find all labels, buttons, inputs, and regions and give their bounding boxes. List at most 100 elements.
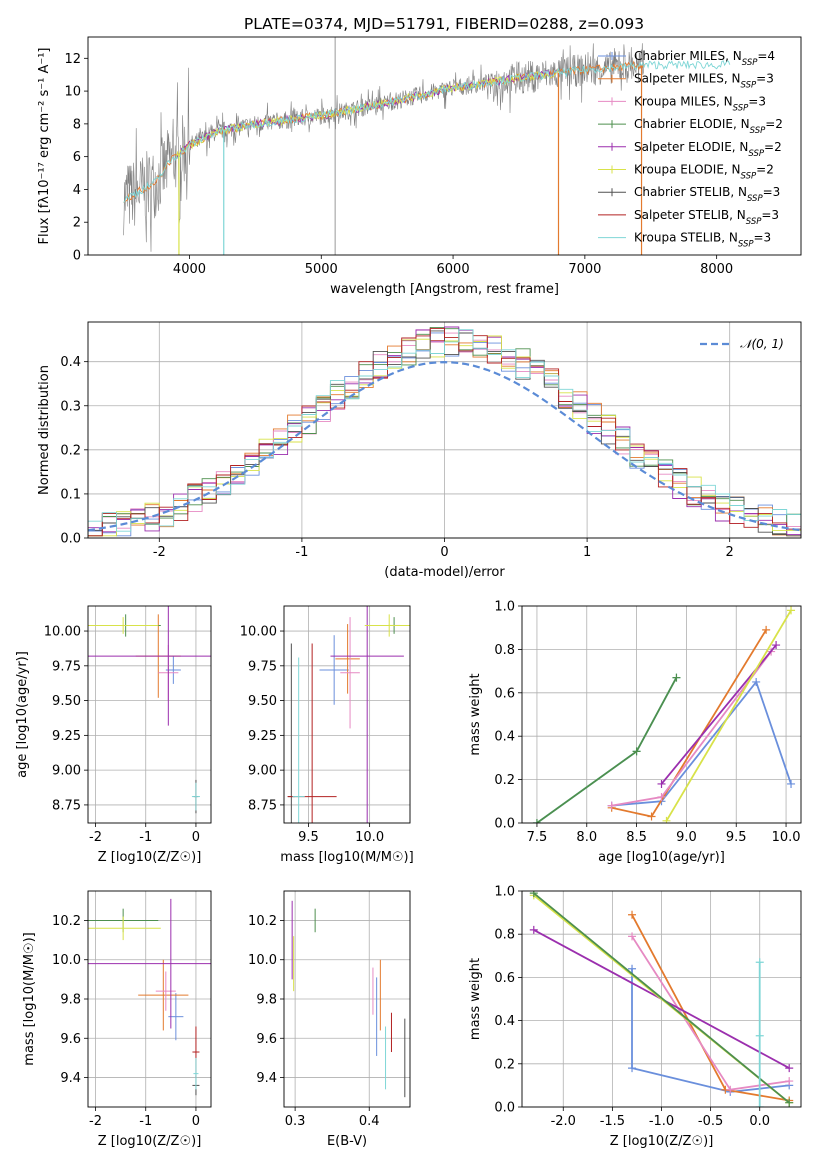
- y-tick-label: 10.00: [240, 625, 277, 640]
- x-tick-label: 10.0: [772, 830, 801, 845]
- legend-entry: Salpeter STELIB, NSSP=3: [634, 208, 779, 227]
- x-tick-label: 8.0: [576, 830, 597, 845]
- legend-entry: Salpeter ELODIE, NSSP=2: [634, 140, 782, 159]
- weight-series: [532, 606, 796, 823]
- legend-entry: 𝒩(0, 1): [740, 337, 784, 351]
- weight-line: [611, 651, 772, 807]
- x-tick-label: -1: [139, 1114, 152, 1129]
- y-tick-label: 9.25: [248, 729, 277, 744]
- x-tick-label: -2.0: [551, 1114, 576, 1129]
- y-tick-label: 0.2: [60, 443, 81, 458]
- y-tick-label: 10.0: [52, 953, 81, 968]
- x-axis-label: E(B-V): [327, 1134, 367, 1149]
- scatter-points: [88, 898, 211, 1096]
- y-tick-label: 9.50: [248, 694, 277, 709]
- x-tick-label: 9.5: [298, 830, 319, 845]
- x-tick-label: 0.4: [359, 1114, 380, 1129]
- weight-marker: [752, 677, 761, 686]
- y-tick-label: 0.4: [60, 355, 81, 370]
- y-tick-label: 12: [64, 52, 81, 67]
- x-axis-label: wavelength [Angstrom, rest frame]: [330, 282, 559, 297]
- weight-series: [529, 891, 794, 1107]
- y-tick-label: 0.6: [494, 686, 515, 701]
- y-tick-label: 9.75: [52, 659, 81, 674]
- y-axis-label: Normed distribution: [37, 365, 52, 495]
- x-tick-label: 8.5: [626, 830, 647, 845]
- axes-frame: [87, 321, 802, 539]
- y-tick-label: 4: [73, 183, 81, 198]
- y-tick-label: 0.4: [494, 730, 515, 745]
- histogram-step-line: [88, 329, 801, 536]
- axes-frame: [521, 890, 802, 1108]
- x-tick-label: -2: [153, 545, 166, 560]
- x-tick-label: 7.5: [527, 830, 548, 845]
- scatter-points: [287, 606, 410, 823]
- weight-marker: [529, 925, 538, 934]
- weight-line: [665, 609, 792, 822]
- weight-marker: [662, 816, 671, 823]
- weight-marker: [672, 673, 681, 682]
- x-tick-label: 0.3: [285, 1114, 306, 1129]
- y-tick-label: 0.3: [60, 399, 81, 414]
- y-tick-label: 0.0: [494, 1101, 515, 1116]
- x-tick-label: 0.0: [749, 1114, 770, 1129]
- y-tick-label: 9.8: [256, 993, 277, 1008]
- y-tick-label: 9.6: [256, 1032, 277, 1047]
- y-tick-label: 2: [73, 216, 81, 231]
- x-tick-label: 0: [192, 1114, 200, 1129]
- y-tick-label: 0.4: [494, 1014, 515, 1029]
- axes-frame: [87, 890, 212, 1108]
- weight-marker: [647, 812, 656, 821]
- weight-line: [533, 892, 790, 1104]
- y-axis-label: mass weight: [468, 673, 483, 755]
- y-tick-label: 0.8: [494, 928, 515, 943]
- axes-frame: [283, 890, 411, 1108]
- y-tick-label: 0.0: [494, 817, 515, 832]
- x-tick-label: 5000: [305, 262, 338, 277]
- histogram-step-line: [88, 328, 801, 537]
- x-tick-label: 0: [440, 545, 448, 560]
- weight-marker: [632, 747, 641, 756]
- x-tick-label: -2: [89, 1114, 102, 1129]
- axes-frame: [521, 605, 802, 824]
- weight-marker: [755, 1031, 764, 1040]
- y-axis-label: Flux [fλ10⁻¹⁷ erg cm⁻² s⁻¹ A⁻¹]: [37, 48, 52, 245]
- weight-line: [611, 629, 767, 818]
- x-axis-label: age [log10(age/yr)]: [598, 850, 725, 865]
- weight-marker: [755, 1103, 764, 1107]
- x-tick-label: 7000: [568, 262, 601, 277]
- y-tick-label: 9.00: [248, 764, 277, 779]
- x-tick-label: 6000: [437, 262, 470, 277]
- y-tick-label: 9.4: [60, 1071, 81, 1086]
- x-tick-label: 4000: [173, 262, 206, 277]
- y-tick-label: 6: [73, 150, 81, 165]
- y-axis-label: mass weight: [468, 958, 483, 1040]
- y-tick-label: 0.1: [60, 487, 81, 502]
- legend-entry: Kroupa ELODIE, NSSP=2: [634, 163, 774, 182]
- y-tick-label: 8.75: [248, 798, 277, 813]
- x-axis-label: (data-model)/error: [384, 565, 505, 580]
- weight-marker: [787, 606, 796, 615]
- x-tick-label: 9.5: [726, 830, 747, 845]
- y-tick-label: 9.4: [256, 1071, 277, 1086]
- y-tick-label: 1.0: [494, 600, 515, 615]
- y-tick-label: 8.75: [52, 798, 81, 813]
- weight-marker: [628, 910, 637, 919]
- y-tick-label: 0.2: [494, 773, 515, 788]
- x-tick-label: 0: [192, 830, 200, 845]
- y-axis-label: mass [log10(M/M☉)]: [22, 932, 37, 1065]
- y-tick-label: 9.75: [248, 659, 277, 674]
- y-tick-label: 9.00: [52, 764, 81, 779]
- x-tick-label: -0.5: [698, 1114, 723, 1129]
- legend-entry: Kroupa STELIB, NSSP=3: [634, 231, 771, 250]
- x-axis-label: Z [log10(Z/Z☉)]: [98, 1134, 202, 1149]
- legend-entry: Chabrier ELODIE, NSSP=2: [634, 117, 783, 136]
- weight-marker: [607, 801, 616, 810]
- axes-frame: [87, 36, 802, 256]
- weight-marker: [529, 891, 538, 898]
- y-axis-label: age [log10(age/yr)]: [15, 651, 30, 778]
- x-tick-label: -1: [295, 545, 308, 560]
- x-tick-label: 1: [583, 545, 591, 560]
- legend-entry: Chabrier STELIB, NSSP=3: [634, 185, 780, 204]
